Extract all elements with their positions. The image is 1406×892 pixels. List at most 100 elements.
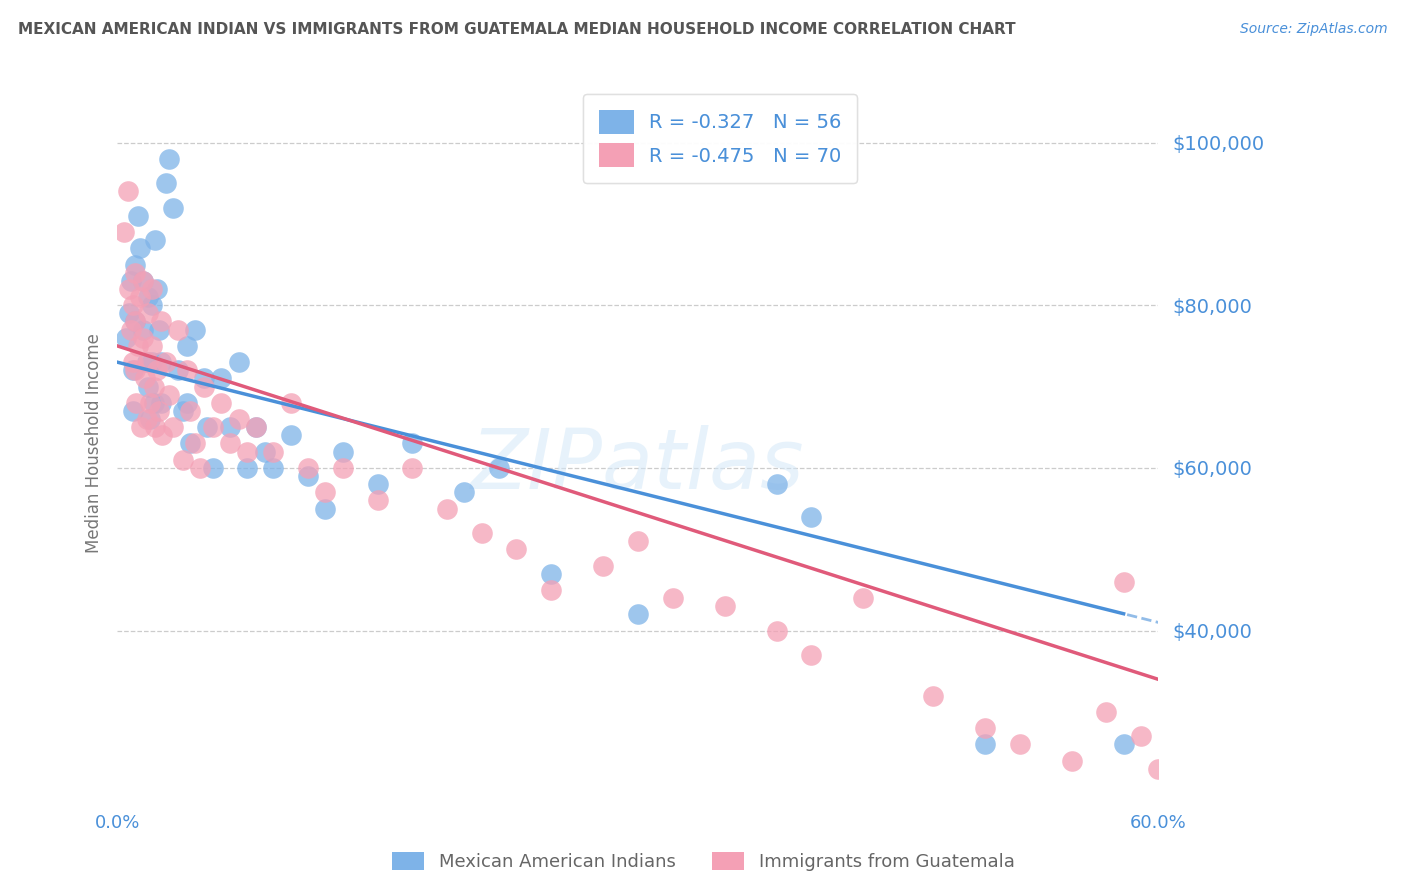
Y-axis label: Median Household Income: Median Household Income xyxy=(86,334,103,553)
Point xyxy=(134,371,156,385)
Point xyxy=(146,363,169,377)
Point xyxy=(121,298,143,312)
Point xyxy=(162,420,184,434)
Point xyxy=(540,582,562,597)
Point xyxy=(184,323,207,337)
Point xyxy=(145,420,167,434)
Point xyxy=(135,412,157,426)
Point xyxy=(118,282,141,296)
Point xyxy=(138,306,160,320)
Point xyxy=(167,363,190,377)
Point xyxy=(228,355,250,369)
Point xyxy=(1060,754,1083,768)
Point xyxy=(314,485,336,500)
Point xyxy=(488,461,510,475)
Point xyxy=(132,331,155,345)
Text: ZIPatlas: ZIPatlas xyxy=(471,425,804,506)
Point xyxy=(453,485,475,500)
Point xyxy=(157,152,180,166)
Point xyxy=(228,412,250,426)
Point xyxy=(155,176,177,190)
Point xyxy=(332,444,354,458)
Point xyxy=(245,420,267,434)
Point xyxy=(124,258,146,272)
Point xyxy=(139,396,162,410)
Point xyxy=(118,306,141,320)
Point xyxy=(167,323,190,337)
Point xyxy=(800,648,823,662)
Point xyxy=(366,477,388,491)
Point xyxy=(121,404,143,418)
Point xyxy=(141,355,163,369)
Point xyxy=(179,436,201,450)
Point xyxy=(112,225,135,239)
Point xyxy=(141,339,163,353)
Legend: R = -0.327   N = 56, R = -0.475   N = 70: R = -0.327 N = 56, R = -0.475 N = 70 xyxy=(583,95,858,183)
Point xyxy=(661,591,683,605)
Point xyxy=(505,542,527,557)
Point xyxy=(155,355,177,369)
Point xyxy=(157,387,180,401)
Point xyxy=(236,461,259,475)
Point xyxy=(124,363,146,377)
Point xyxy=(193,379,215,393)
Point xyxy=(138,290,160,304)
Point xyxy=(127,339,149,353)
Point xyxy=(974,738,997,752)
Point xyxy=(148,404,170,418)
Point xyxy=(142,379,165,393)
Point xyxy=(201,461,224,475)
Point xyxy=(172,404,194,418)
Point xyxy=(131,420,153,434)
Point xyxy=(253,444,276,458)
Point xyxy=(146,282,169,296)
Point xyxy=(176,396,198,410)
Point xyxy=(139,412,162,426)
Point xyxy=(219,436,242,450)
Point xyxy=(1008,738,1031,752)
Point xyxy=(121,355,143,369)
Point xyxy=(1095,705,1118,719)
Point xyxy=(1130,729,1153,743)
Point xyxy=(209,371,232,385)
Point xyxy=(135,355,157,369)
Point xyxy=(141,282,163,296)
Point xyxy=(128,290,150,304)
Text: Source: ZipAtlas.com: Source: ZipAtlas.com xyxy=(1240,22,1388,37)
Point xyxy=(236,444,259,458)
Point xyxy=(124,314,146,328)
Point xyxy=(117,184,139,198)
Point xyxy=(121,363,143,377)
Point xyxy=(201,420,224,434)
Point xyxy=(280,396,302,410)
Point xyxy=(193,371,215,385)
Point xyxy=(401,436,423,450)
Point xyxy=(471,525,494,540)
Point xyxy=(713,599,735,614)
Point xyxy=(179,404,201,418)
Point xyxy=(921,689,943,703)
Point xyxy=(120,323,142,337)
Point xyxy=(138,379,160,393)
Point xyxy=(149,314,172,328)
Point xyxy=(262,461,284,475)
Point xyxy=(314,501,336,516)
Text: MEXICAN AMERICAN INDIAN VS IMMIGRANTS FROM GUATEMALA MEDIAN HOUSEHOLD INCOME COR: MEXICAN AMERICAN INDIAN VS IMMIGRANTS FR… xyxy=(18,22,1017,37)
Point xyxy=(401,461,423,475)
Point xyxy=(800,509,823,524)
Point xyxy=(132,323,155,337)
Point xyxy=(149,396,172,410)
Point xyxy=(209,396,232,410)
Point xyxy=(124,314,146,328)
Point xyxy=(150,428,173,442)
Point xyxy=(280,428,302,442)
Point xyxy=(436,501,458,516)
Point xyxy=(219,420,242,434)
Point xyxy=(1112,738,1135,752)
Point xyxy=(1147,762,1170,776)
Point xyxy=(184,436,207,450)
Point xyxy=(974,721,997,735)
Point xyxy=(190,461,212,475)
Point xyxy=(592,558,614,573)
Point xyxy=(162,201,184,215)
